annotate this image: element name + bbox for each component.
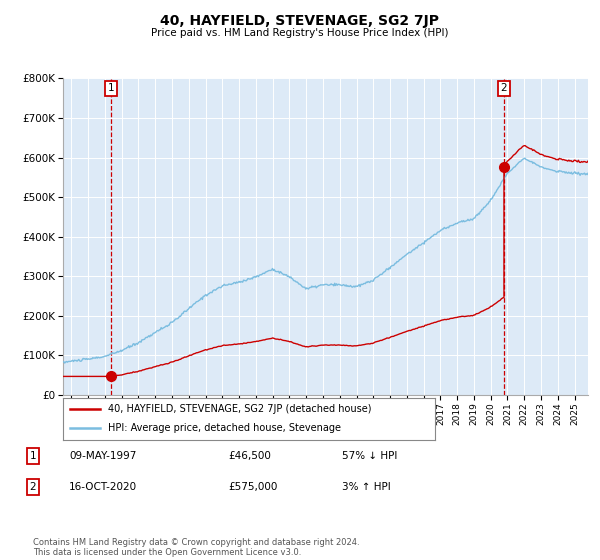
Text: 40, HAYFIELD, STEVENAGE, SG2 7JP (detached house): 40, HAYFIELD, STEVENAGE, SG2 7JP (detach… xyxy=(107,404,371,414)
Text: £46,500: £46,500 xyxy=(228,451,271,461)
Text: 2: 2 xyxy=(500,83,507,93)
Text: HPI: Average price, detached house, Stevenage: HPI: Average price, detached house, Stev… xyxy=(107,423,341,433)
Text: 09-MAY-1997: 09-MAY-1997 xyxy=(69,451,136,461)
Text: £575,000: £575,000 xyxy=(228,482,277,492)
Text: 40, HAYFIELD, STEVENAGE, SG2 7JP: 40, HAYFIELD, STEVENAGE, SG2 7JP xyxy=(161,14,439,28)
Text: 3% ↑ HPI: 3% ↑ HPI xyxy=(342,482,391,492)
Text: 16-OCT-2020: 16-OCT-2020 xyxy=(69,482,137,492)
Text: Contains HM Land Registry data © Crown copyright and database right 2024.
This d: Contains HM Land Registry data © Crown c… xyxy=(33,538,359,557)
Text: 2: 2 xyxy=(29,482,37,492)
Text: 1: 1 xyxy=(29,451,37,461)
Text: Price paid vs. HM Land Registry's House Price Index (HPI): Price paid vs. HM Land Registry's House … xyxy=(151,28,449,38)
Text: 1: 1 xyxy=(107,83,114,93)
Text: 57% ↓ HPI: 57% ↓ HPI xyxy=(342,451,397,461)
